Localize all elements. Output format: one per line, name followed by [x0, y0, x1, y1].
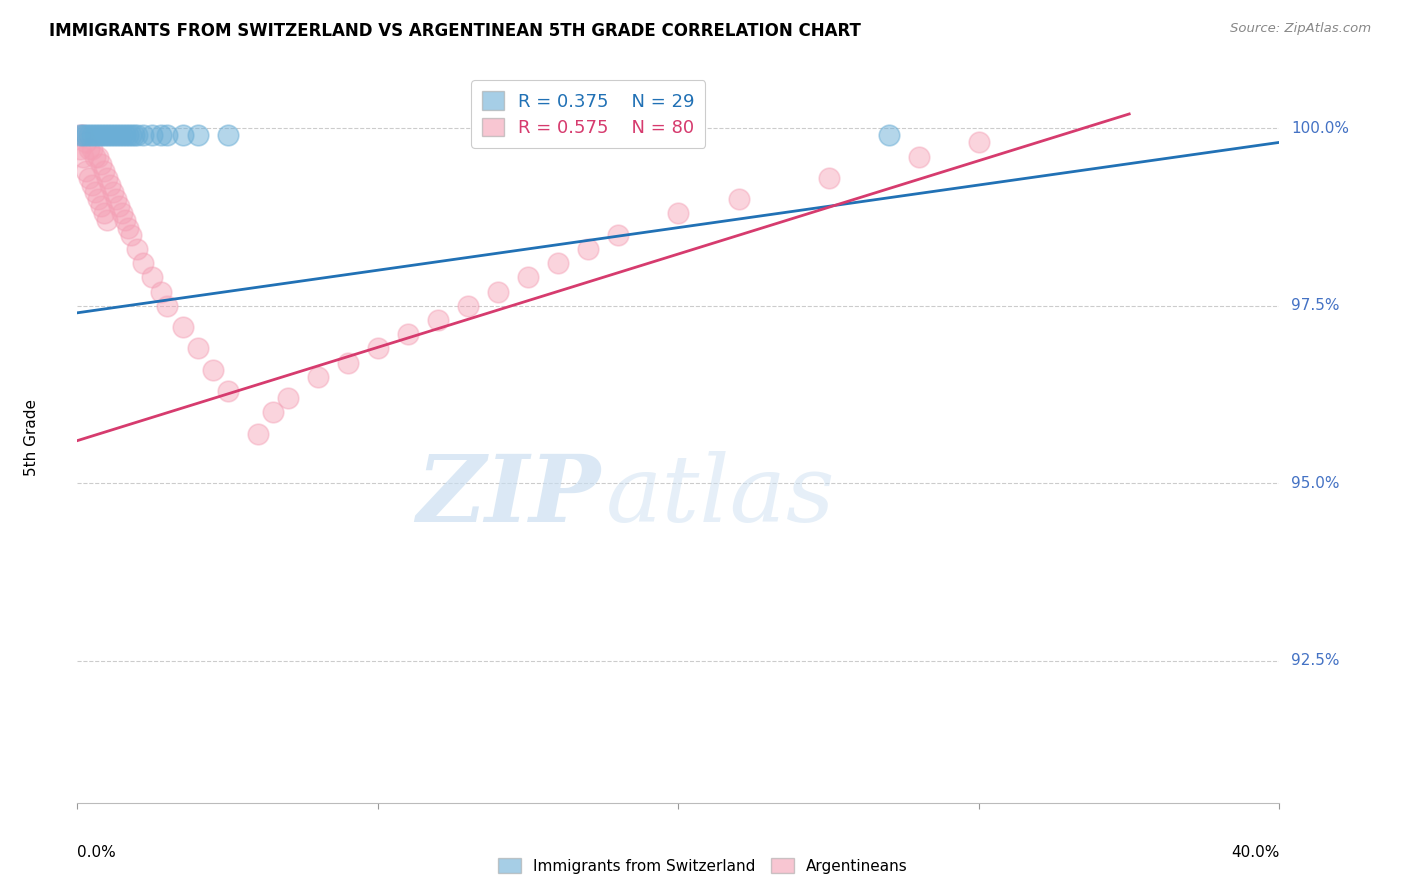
Text: 0.0%: 0.0% [77, 846, 117, 861]
Point [90, 156, 112, 170]
Legend: R = 0.375    N = 29, R = 0.575    N = 80: R = 0.375 N = 29, R = 0.575 N = 80 [471, 80, 706, 148]
Point [141, 270, 163, 285]
Text: IMMIGRANTS FROM SWITZERLAND VS ARGENTINEAN 5TH GRADE CORRELATION CHART: IMMIGRANTS FROM SWITZERLAND VS ARGENTINE… [49, 22, 860, 40]
Point [427, 313, 450, 327]
Point [96, 128, 118, 143]
Point [141, 128, 163, 143]
Point [79, 170, 101, 185]
Text: 100.0%: 100.0% [1292, 120, 1350, 136]
Point [132, 128, 155, 143]
Point [108, 199, 131, 213]
Point [486, 285, 509, 299]
Point [367, 341, 389, 355]
Point [72, 128, 94, 143]
Point [72, 128, 94, 143]
Point [547, 256, 569, 270]
Point [186, 341, 209, 355]
Point [127, 242, 149, 256]
Text: atlas: atlas [606, 450, 835, 541]
Point [114, 213, 136, 227]
Point [69, 128, 91, 143]
Point [877, 128, 900, 143]
Point [93, 128, 115, 143]
Point [103, 185, 125, 199]
Point [82, 128, 104, 143]
Point [84, 128, 107, 143]
Point [75, 163, 97, 178]
Point [132, 256, 155, 270]
Point [96, 170, 118, 185]
Point [668, 206, 690, 220]
Point [120, 227, 142, 242]
Point [75, 136, 97, 150]
Point [246, 426, 269, 441]
Point [72, 150, 94, 164]
Point [75, 128, 97, 143]
Point [96, 213, 118, 227]
Point [90, 199, 112, 213]
Point [93, 206, 115, 220]
Point [117, 220, 139, 235]
Point [87, 192, 110, 206]
Point [150, 128, 173, 143]
Point [186, 128, 209, 143]
Point [82, 178, 104, 192]
Point [156, 299, 179, 313]
Point [576, 242, 599, 256]
Point [336, 355, 359, 369]
Point [124, 128, 146, 143]
Point [156, 128, 179, 143]
Text: 92.5%: 92.5% [1292, 653, 1340, 668]
Point [84, 185, 107, 199]
Point [727, 192, 749, 206]
Point [307, 369, 329, 384]
Point [120, 128, 142, 143]
Point [262, 405, 284, 419]
Point [93, 163, 115, 178]
Point [127, 128, 149, 143]
Text: Source: ZipAtlas.com: Source: ZipAtlas.com [1230, 22, 1371, 36]
Point [457, 299, 479, 313]
Point [69, 143, 91, 157]
Point [108, 128, 131, 143]
Point [105, 192, 128, 206]
Point [967, 136, 990, 150]
Point [79, 143, 101, 157]
Point [817, 170, 839, 185]
Point [607, 227, 630, 242]
Text: 97.5%: 97.5% [1292, 298, 1340, 313]
Point [908, 150, 931, 164]
Point [105, 128, 128, 143]
Text: 5th Grade: 5th Grade [24, 399, 39, 475]
Point [172, 128, 194, 143]
Point [103, 128, 125, 143]
Point [79, 128, 101, 143]
Point [172, 320, 194, 334]
Legend: Immigrants from Switzerland, Argentineans: Immigrants from Switzerland, Argentinean… [492, 852, 914, 880]
Point [217, 384, 239, 398]
Point [111, 206, 134, 220]
Point [90, 128, 112, 143]
Point [217, 128, 239, 143]
Point [277, 391, 299, 405]
Point [100, 128, 122, 143]
Point [111, 128, 134, 143]
Point [87, 128, 110, 143]
Point [517, 270, 540, 285]
Point [84, 150, 107, 164]
Text: 40.0%: 40.0% [1232, 846, 1279, 861]
Point [114, 128, 136, 143]
Point [117, 128, 139, 143]
Point [201, 362, 224, 376]
Point [396, 327, 419, 342]
Point [100, 178, 122, 192]
Point [69, 128, 91, 143]
Point [82, 143, 104, 157]
Point [150, 285, 173, 299]
Text: 95.0%: 95.0% [1292, 475, 1340, 491]
Point [607, 128, 630, 143]
Point [87, 150, 110, 164]
Text: ZIP: ZIP [416, 450, 600, 541]
